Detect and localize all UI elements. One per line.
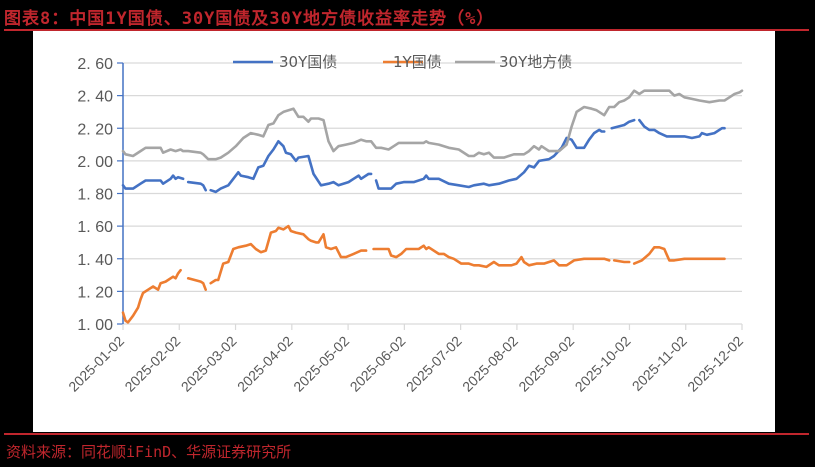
x-tick-label: 2025-04-02	[234, 333, 296, 395]
x-axis-ticks: 2025-01-022025-02-022025-03-022025-04-02…	[65, 324, 746, 395]
y-tick-label: 1. 40	[77, 252, 113, 269]
x-tick-label: 2025-03-02	[178, 333, 240, 395]
chart-panel	[33, 31, 775, 432]
source-divider	[4, 433, 809, 435]
x-tick-label: 2025-01-02	[65, 333, 127, 395]
y-tick-label: 2. 00	[77, 154, 113, 171]
y-tick-label: 1. 60	[77, 219, 113, 236]
y-tick-label: 2. 40	[77, 89, 113, 106]
series-line-1	[121, 224, 726, 324]
y-tick-label: 2. 60	[77, 56, 113, 73]
series-line-2	[121, 89, 744, 161]
series-lines	[121, 89, 744, 324]
x-tick-label: 2025-09-02	[515, 333, 577, 395]
y-tick-label: 2. 20	[77, 121, 113, 138]
series-line-0	[121, 118, 726, 194]
y-tick-label: 1. 00	[77, 317, 113, 334]
x-tick-label: 2025-12-02	[684, 333, 746, 395]
y-axis-ticks: 2. 60 2. 40 2. 20 2. 00 1. 80 1. 60 1. 40 1. 20…	[77, 56, 124, 334]
legend-label: 30Y国债	[279, 53, 337, 71]
y-tick-label: 1. 20	[77, 284, 113, 301]
x-tick-label: 2025-10-02	[572, 333, 634, 395]
x-tick-label: 2025-11-02	[629, 333, 690, 394]
chart-legend: 30Y国债 1Y国债 30Y地方债	[233, 53, 572, 71]
legend-label: 1Y国债	[393, 53, 442, 71]
source-note: 资料来源：同花顺iFinD、华源证券研究所	[6, 443, 292, 461]
gridlines	[123, 62, 742, 325]
y-tick-label: 1. 80	[77, 187, 113, 204]
x-tick-label: 2025-08-02	[459, 333, 521, 395]
x-tick-label: 2025-06-02	[347, 333, 409, 395]
legend-label: 30Y地方债	[499, 53, 572, 71]
title-divider	[4, 29, 809, 31]
chart-title: 图表8：中国1Y国债、30Y国债及30Y地方债收益率走势（%）	[4, 9, 495, 29]
x-tick-label: 2025-07-02	[403, 333, 465, 395]
x-tick-label: 2025-05-02	[290, 333, 352, 395]
x-tick-label: 2025-02-02	[121, 333, 183, 395]
